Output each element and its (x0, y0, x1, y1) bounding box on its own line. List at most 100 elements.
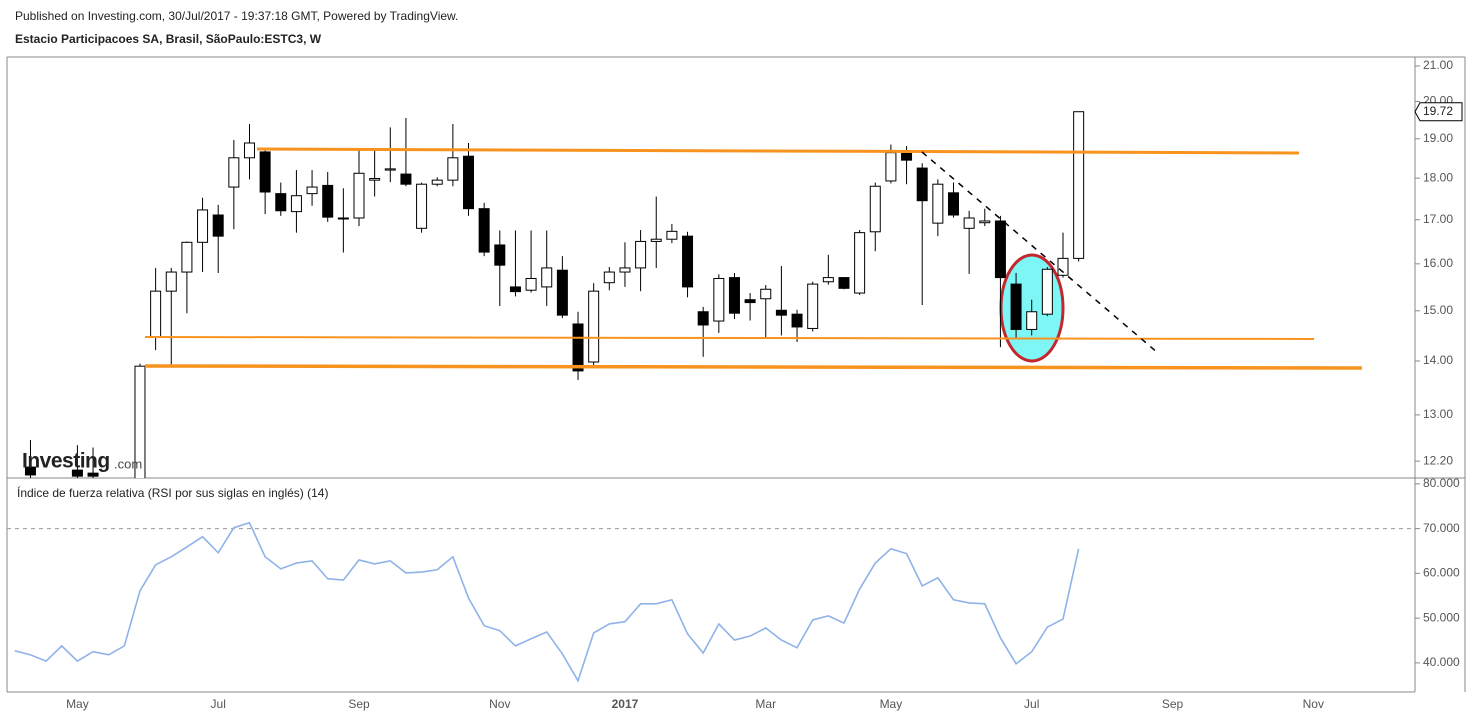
candle-body (556, 269, 568, 316)
candle-body (932, 183, 944, 224)
candle-body (979, 220, 991, 224)
candle-body (463, 155, 475, 210)
candle-body (353, 172, 365, 219)
candle-body (963, 217, 975, 229)
last-value-label: 19.72 (1423, 104, 1453, 118)
candle-body (1041, 268, 1053, 315)
y-tick-label: 80.000 (1423, 476, 1460, 490)
y-tick-label: 18.00 (1423, 170, 1453, 184)
candle-body (71, 469, 83, 477)
y-tick-label: 13.00 (1423, 407, 1453, 421)
axes: May Jul Sep Nov 2017 Mar May Jul Sep Nov 12.20 13.0… (66, 58, 1463, 711)
candle-body (822, 277, 834, 283)
candle-body (165, 271, 177, 292)
candle-body (713, 278, 725, 322)
y-tick-label: 12.20 (1423, 453, 1453, 467)
candle-body (259, 151, 271, 193)
candle-body (306, 186, 318, 195)
support-line (144, 364, 1363, 370)
candle-body (1026, 311, 1038, 330)
x-tick-label: Nov (1303, 697, 1324, 711)
candle-body (650, 238, 662, 242)
logo-suffix: .com (114, 456, 142, 471)
x-tick-label: May (66, 697, 89, 711)
candle-body (744, 299, 756, 304)
candle-body (838, 277, 850, 289)
candle-body (87, 472, 99, 477)
price-plot (24, 111, 1085, 478)
candle-body (525, 278, 537, 291)
candle-body (807, 283, 819, 329)
rsi-plot (7, 521, 1415, 683)
candle-body (1010, 283, 1022, 330)
x-tick-label: Nov (489, 697, 510, 711)
candle-body (337, 217, 349, 220)
y-tick-label: 19.00 (1423, 131, 1453, 145)
candle-body (369, 178, 381, 181)
y-tick-label: 16.00 (1423, 256, 1453, 270)
candle-body (682, 235, 694, 288)
rsi-title: Índice de fuerza relativa (RSI por sus s… (17, 485, 328, 500)
candle-body (1057, 257, 1069, 276)
candle-body (916, 167, 928, 202)
candle-body (760, 288, 772, 300)
last-value-box (1414, 102, 1463, 122)
candle-body (901, 152, 913, 161)
x-tick-label: Jul (211, 697, 226, 711)
candle-body (228, 157, 240, 188)
y-tick-label: 14.00 (1423, 353, 1453, 367)
candle-body (994, 220, 1006, 279)
y-tick-label: 15.00 (1423, 303, 1453, 317)
frame (6, 56, 1466, 693)
candle-body (290, 195, 302, 213)
candle-body (181, 241, 193, 273)
candle-body (24, 466, 36, 476)
support-line (144, 336, 1315, 340)
y-tick-label: 50.000 (1423, 610, 1460, 624)
candle-body (885, 152, 897, 182)
logo: Investing .com (22, 450, 142, 473)
x-tick-label: 2017 (612, 697, 639, 711)
y-tick-label: 60.000 (1423, 566, 1460, 580)
x-tick-label: Mar (755, 697, 776, 711)
candle-body (478, 208, 490, 253)
candle-body (384, 168, 396, 171)
trend-line (921, 151, 1159, 354)
candle-body (243, 142, 255, 159)
candle-body (791, 313, 803, 328)
published-note: Published on Investing.com, 30/Jul/2017 … (15, 9, 458, 23)
y-tick-label: 70.000 (1423, 521, 1460, 535)
candle-body (635, 240, 647, 269)
x-tick-label: May (880, 697, 903, 711)
y-tick-label: 40.000 (1423, 655, 1460, 669)
rsi-line (14, 521, 1080, 683)
y-tick-label: 21.00 (1423, 58, 1453, 72)
candle-body (697, 311, 709, 326)
candle-body (447, 157, 459, 181)
x-tick-label: Sep (348, 697, 370, 711)
candle-body (541, 267, 553, 288)
candle-body (134, 365, 146, 478)
drawings (144, 147, 1363, 370)
candle-body (1073, 111, 1085, 259)
candle-body (275, 193, 287, 212)
candle-body (588, 290, 600, 363)
candle-body (322, 184, 334, 218)
x-tick-label: Sep (1162, 697, 1184, 711)
candle-body (150, 290, 162, 338)
candle-body (212, 214, 224, 237)
candle-body (509, 286, 521, 293)
candle-body (400, 173, 412, 185)
chart-title: Estacio Participacoes SA, Brasil, SãoPau… (15, 32, 322, 46)
resistance-line (256, 147, 1300, 155)
y-tick-label: 17.00 (1423, 212, 1453, 226)
logo-brand: Investing (22, 450, 110, 473)
candle-body (869, 185, 881, 233)
candle-body (775, 309, 787, 316)
x-tick-label: Jul (1024, 697, 1039, 711)
candle-body (728, 277, 740, 314)
candle-body (854, 232, 866, 294)
candle-body (431, 179, 443, 185)
candle-body (197, 209, 209, 243)
